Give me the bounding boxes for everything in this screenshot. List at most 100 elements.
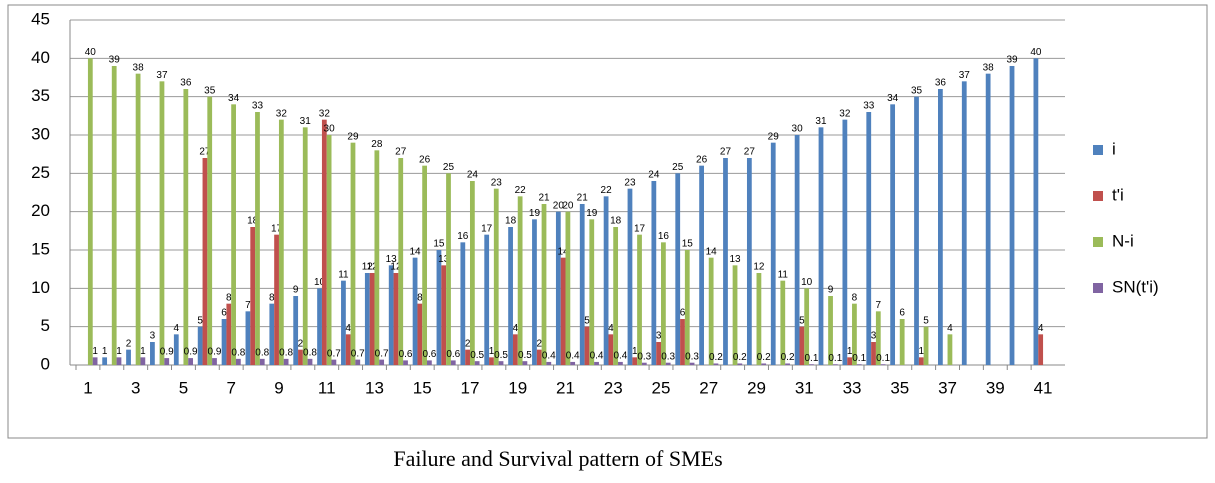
data-label: 15 bbox=[682, 239, 694, 250]
data-label: 0.4 bbox=[613, 351, 627, 362]
data-label: 36 bbox=[935, 78, 947, 89]
bar bbox=[684, 250, 690, 365]
data-label: 0.8 bbox=[279, 348, 293, 359]
x-tick-label: 5 bbox=[179, 378, 188, 397]
bar bbox=[732, 265, 738, 365]
bar bbox=[1033, 58, 1039, 365]
bar bbox=[403, 360, 408, 365]
data-label: 34 bbox=[887, 93, 899, 104]
bar bbox=[632, 357, 638, 365]
bar bbox=[512, 334, 518, 365]
bar bbox=[517, 196, 523, 365]
bar bbox=[842, 119, 848, 366]
x-tick-label: 31 bbox=[795, 378, 814, 397]
legend-swatch bbox=[1093, 237, 1103, 247]
data-label: 0.3 bbox=[661, 351, 675, 362]
data-label: 33 bbox=[252, 101, 264, 112]
x-tick-label: 3 bbox=[131, 378, 140, 397]
bar bbox=[259, 358, 265, 365]
bar bbox=[785, 363, 790, 365]
bar bbox=[183, 89, 189, 365]
bar bbox=[441, 265, 447, 365]
bar bbox=[699, 165, 704, 365]
bar bbox=[460, 242, 466, 365]
data-label: 17 bbox=[634, 223, 646, 234]
data-label: 0.5 bbox=[518, 350, 532, 361]
data-label: 24 bbox=[648, 170, 660, 181]
data-label: 0.6 bbox=[446, 349, 460, 360]
y-tick-label: 30 bbox=[31, 124, 50, 143]
data-label: 30 bbox=[324, 124, 336, 135]
data-label: 14 bbox=[558, 246, 570, 257]
bar bbox=[474, 361, 480, 365]
data-label: 28 bbox=[371, 139, 383, 150]
data-label: 8 bbox=[417, 292, 423, 303]
x-tick-label: 17 bbox=[461, 378, 480, 397]
bar bbox=[87, 58, 93, 365]
bar bbox=[235, 358, 241, 365]
y-tick-label: 25 bbox=[31, 163, 50, 182]
data-label: 39 bbox=[1006, 55, 1018, 66]
bar bbox=[427, 360, 432, 365]
data-label: 23 bbox=[491, 177, 503, 188]
data-label: 8 bbox=[852, 292, 858, 303]
bar bbox=[231, 104, 236, 365]
data-label: 32 bbox=[839, 108, 851, 119]
data-label: 0.7 bbox=[327, 348, 341, 359]
bar bbox=[484, 234, 490, 365]
bar bbox=[723, 158, 728, 365]
data-label: 8 bbox=[226, 292, 232, 303]
data-label: 23 bbox=[624, 177, 636, 188]
bar bbox=[899, 319, 905, 365]
data-label: 36 bbox=[180, 78, 192, 89]
data-label: 2 bbox=[465, 338, 471, 349]
bar bbox=[713, 363, 719, 365]
data-label: 11 bbox=[338, 269, 349, 280]
bar bbox=[832, 364, 838, 365]
bar bbox=[135, 73, 141, 366]
bar bbox=[680, 319, 685, 365]
data-label: 16 bbox=[658, 231, 670, 242]
bar bbox=[345, 334, 351, 365]
bar bbox=[923, 326, 929, 365]
x-tick-label: 1 bbox=[83, 378, 92, 397]
data-label: 0.1 bbox=[876, 353, 890, 364]
bar bbox=[498, 361, 504, 365]
x-tick-label: 11 bbox=[318, 378, 336, 397]
x-tick-label: 41 bbox=[1034, 378, 1053, 397]
data-label: 10 bbox=[801, 277, 813, 288]
bar bbox=[532, 219, 537, 365]
data-label: 21 bbox=[538, 193, 550, 204]
data-label: 1 bbox=[140, 346, 146, 357]
x-tick-label: 39 bbox=[986, 378, 1005, 397]
data-label: 16 bbox=[457, 231, 469, 242]
data-label: 0.9 bbox=[208, 347, 222, 358]
bar bbox=[341, 280, 346, 365]
data-label: 20 bbox=[553, 200, 565, 211]
x-tick-label: 25 bbox=[652, 378, 671, 397]
legend-swatch bbox=[1093, 145, 1103, 155]
data-label: 17 bbox=[271, 223, 283, 234]
data-label: 0.9 bbox=[160, 347, 174, 358]
bar bbox=[818, 127, 824, 365]
bar bbox=[150, 342, 155, 365]
data-label: 37 bbox=[959, 70, 971, 81]
data-label: 2 bbox=[536, 338, 542, 349]
bar bbox=[665, 362, 671, 365]
data-label: 4 bbox=[947, 323, 953, 334]
data-label: 4 bbox=[608, 323, 614, 334]
bar bbox=[446, 173, 451, 365]
bar bbox=[321, 119, 327, 366]
data-label: 5 bbox=[923, 315, 929, 326]
x-tick-label: 9 bbox=[274, 378, 283, 397]
data-label: 2 bbox=[298, 338, 304, 349]
bar bbox=[522, 361, 528, 365]
legend-label: i bbox=[1112, 139, 1116, 158]
bar bbox=[641, 362, 647, 365]
data-label: 29 bbox=[347, 131, 359, 142]
data-label: 1 bbox=[102, 346, 108, 357]
bar bbox=[283, 358, 289, 365]
data-label: 27 bbox=[744, 147, 756, 158]
data-label: 18 bbox=[247, 216, 259, 227]
